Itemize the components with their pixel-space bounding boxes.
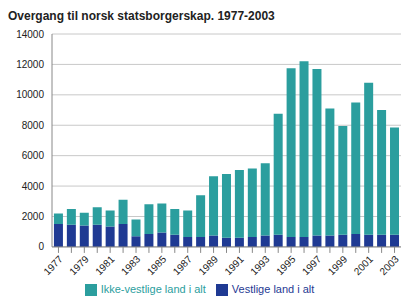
svg-text:4000: 4000 (22, 181, 45, 192)
svg-text:2000: 2000 (22, 211, 45, 222)
svg-text:2001: 2001 (352, 253, 376, 277)
svg-text:1983: 1983 (119, 253, 143, 277)
svg-text:1979: 1979 (67, 253, 91, 277)
svg-text:8000: 8000 (22, 120, 45, 131)
svg-text:12000: 12000 (16, 59, 44, 70)
svg-text:14000: 14000 (16, 29, 44, 40)
svg-text:1977: 1977 (41, 253, 65, 277)
html-text:Vestlige land i alt: Vestlige land i alt (231, 282, 315, 295)
svg-text:1985: 1985 (145, 253, 169, 277)
svg-text:1997: 1997 (300, 253, 324, 277)
svg-text:1991: 1991 (222, 253, 246, 277)
svg-text:2003: 2003 (377, 253, 401, 277)
svg-text:6000: 6000 (22, 150, 45, 161)
html-text:Overgang til norsk statsborger: Overgang til norsk statsborgerskap. 1977… (8, 9, 275, 23)
svg-text:1999: 1999 (326, 253, 350, 277)
svg-text:1987: 1987 (171, 253, 195, 277)
svg-text:1993: 1993 (248, 253, 272, 277)
svg-text:10000: 10000 (16, 89, 44, 100)
svg-text:1995: 1995 (274, 253, 298, 277)
svg-text:0: 0 (38, 241, 44, 252)
html-text:Ikke-vestlige land i alt: Ikke-vestlige land i alt (100, 282, 206, 295)
svg-text:1989: 1989 (196, 253, 220, 277)
svg-text:1981: 1981 (93, 253, 117, 277)
